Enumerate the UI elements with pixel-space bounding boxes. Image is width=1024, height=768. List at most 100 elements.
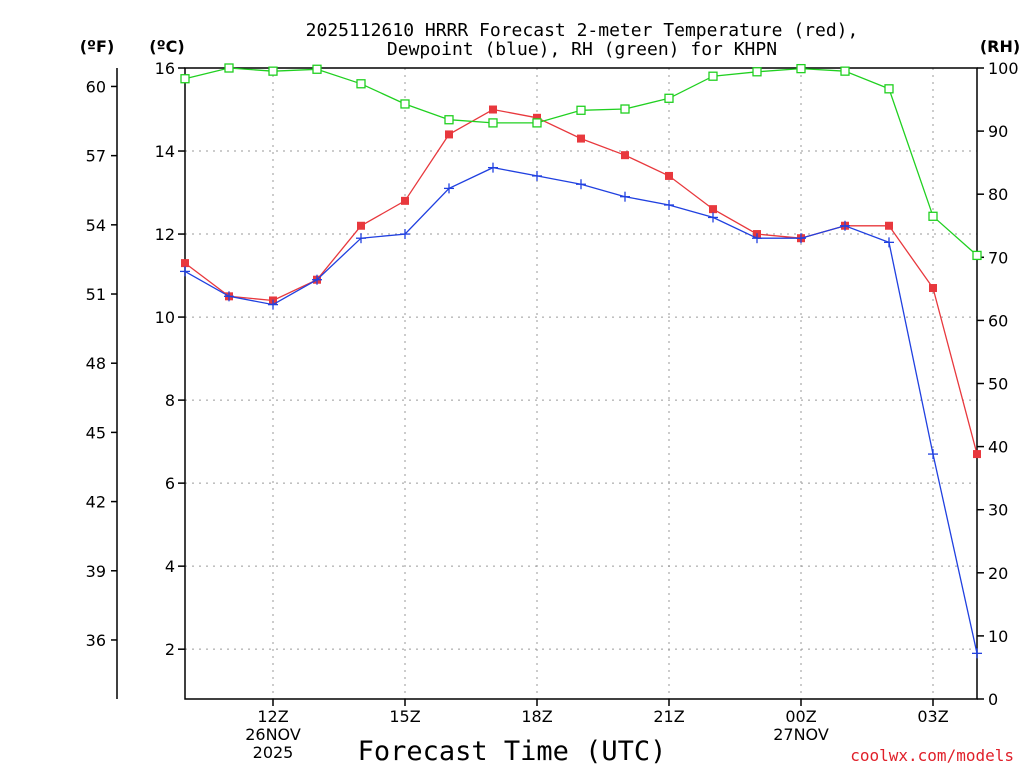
dewpoint-point bbox=[840, 220, 850, 231]
dewpoint-line bbox=[184, 166, 978, 654]
rh-tick-label: 20 bbox=[988, 564, 1008, 583]
rh-tick-label: 40 bbox=[988, 438, 1008, 457]
celsius-tick-label: 16 bbox=[155, 59, 175, 78]
rh-point bbox=[488, 118, 498, 128]
x-tick-label: 27NOV bbox=[773, 725, 829, 744]
tick-labels: 36 39 42 45 48 51 54 57 60 2 4 6 8 10 12 14 16 0 10 20 30 40 5… bbox=[86, 59, 1019, 762]
dewpoint-point bbox=[928, 449, 938, 460]
fahrenheit-tick-label: 45 bbox=[86, 423, 106, 442]
rh-point bbox=[400, 99, 410, 109]
dewpoint-point bbox=[400, 229, 410, 240]
rh-tick-label: 60 bbox=[988, 311, 1008, 330]
fahrenheit-tick-label: 36 bbox=[86, 631, 106, 650]
rh-point bbox=[620, 104, 630, 114]
rh-point bbox=[356, 79, 366, 89]
rh-tick-label: 50 bbox=[988, 375, 1008, 394]
x-tick-label: 21Z bbox=[653, 707, 684, 726]
temperature-point bbox=[577, 134, 585, 143]
celsius-tick-label: 12 bbox=[155, 225, 175, 244]
fahrenheit-tick-label: 54 bbox=[86, 216, 106, 235]
dewpoint-point bbox=[752, 233, 762, 244]
temperature-point bbox=[665, 171, 673, 180]
celsius-tick-label: 6 bbox=[165, 474, 175, 493]
chart-title: 2025112610 HRRR Forecast 2-meter Tempera… bbox=[306, 20, 859, 41]
temperature-point bbox=[401, 196, 409, 205]
rh-point bbox=[708, 71, 718, 81]
celsius-tick-label: 8 bbox=[165, 391, 175, 410]
rh-point bbox=[268, 66, 278, 76]
rh-point bbox=[180, 74, 190, 84]
dewpoint-point bbox=[708, 212, 718, 223]
temperature-point bbox=[445, 130, 453, 139]
rh-point bbox=[752, 67, 762, 77]
dewpoint-point bbox=[312, 274, 322, 285]
celsius-tick-label: 4 bbox=[165, 557, 175, 576]
x-axis-label: Forecast Time (UTC) bbox=[358, 736, 667, 767]
dewpoint-point bbox=[576, 179, 586, 190]
x-tick-label: 26NOV bbox=[245, 725, 301, 744]
rh-tick-label: 90 bbox=[988, 122, 1008, 141]
x-tick-label: 2025 bbox=[253, 743, 294, 762]
rh-point bbox=[840, 66, 850, 76]
dewpoint-point bbox=[224, 291, 234, 302]
rh-point bbox=[664, 93, 674, 103]
plot-frame bbox=[184, 67, 978, 700]
rh-tick-label: 80 bbox=[988, 185, 1008, 204]
rh-point bbox=[796, 63, 806, 74]
temperature-point bbox=[885, 221, 893, 230]
dewpoint-point bbox=[268, 299, 278, 310]
fahrenheit-tick-label: 51 bbox=[86, 285, 106, 304]
temperature-point bbox=[929, 284, 937, 293]
x-tick-label: 18Z bbox=[521, 707, 552, 726]
rh-point bbox=[532, 118, 542, 128]
fahrenheit-tick-label: 57 bbox=[86, 147, 106, 166]
rh-unit-label: (RH) bbox=[980, 37, 1020, 56]
dewpoint-point bbox=[620, 191, 630, 202]
x-tick-label: 15Z bbox=[389, 707, 420, 726]
celsius-unit-label: (ºC) bbox=[149, 37, 184, 56]
dewpoint-point bbox=[488, 162, 498, 173]
rh-point bbox=[928, 211, 938, 221]
temperature-point bbox=[181, 259, 189, 268]
rh-point bbox=[884, 84, 894, 94]
temperature-point bbox=[709, 205, 717, 214]
gridlines bbox=[185, 67, 977, 699]
dewpoint-point bbox=[972, 648, 982, 659]
credit-text: coolwx.com/models bbox=[850, 746, 1014, 765]
rh-point bbox=[444, 115, 454, 125]
temperature-point bbox=[533, 113, 541, 122]
celsius-tick-label: 10 bbox=[155, 308, 175, 327]
axes bbox=[111, 67, 984, 706]
temperature-point bbox=[621, 151, 629, 160]
rh-tick-label: 10 bbox=[988, 627, 1008, 646]
rh-tick-label: 30 bbox=[988, 501, 1008, 520]
fahrenheit-tick-label: 39 bbox=[86, 562, 106, 581]
temperature-point bbox=[357, 221, 365, 230]
rh-tick-label: 0 bbox=[988, 690, 998, 709]
temperature-point bbox=[489, 105, 497, 114]
dewpoint-point bbox=[444, 183, 454, 194]
dewpoint-point bbox=[532, 170, 542, 181]
fahrenheit-unit-label: (ºF) bbox=[80, 37, 115, 56]
x-tick-label: 00Z bbox=[785, 707, 816, 726]
rh-point bbox=[224, 63, 234, 73]
celsius-tick-label: 14 bbox=[155, 142, 175, 161]
rh-point bbox=[312, 64, 322, 74]
x-tick-label: 12Z bbox=[257, 707, 288, 726]
celsius-tick-label: 2 bbox=[165, 640, 175, 659]
dewpoint-point bbox=[664, 199, 674, 210]
rh-line bbox=[184, 67, 978, 256]
temperature-line bbox=[184, 108, 978, 455]
rh-tick-label: 70 bbox=[988, 248, 1008, 267]
fahrenheit-tick-label: 42 bbox=[86, 493, 106, 512]
rh-point bbox=[972, 250, 982, 261]
x-tick-label: 03Z bbox=[917, 707, 948, 726]
rh-tick-label: 100 bbox=[988, 59, 1019, 78]
dewpoint-point bbox=[180, 266, 190, 277]
chart-subtitle: Dewpoint (blue), RH (green) for KHPN bbox=[387, 39, 777, 60]
temperature-point bbox=[973, 450, 981, 459]
dewpoint-point bbox=[796, 233, 806, 244]
fahrenheit-tick-label: 60 bbox=[86, 77, 106, 96]
dewpoint-point bbox=[356, 233, 366, 244]
